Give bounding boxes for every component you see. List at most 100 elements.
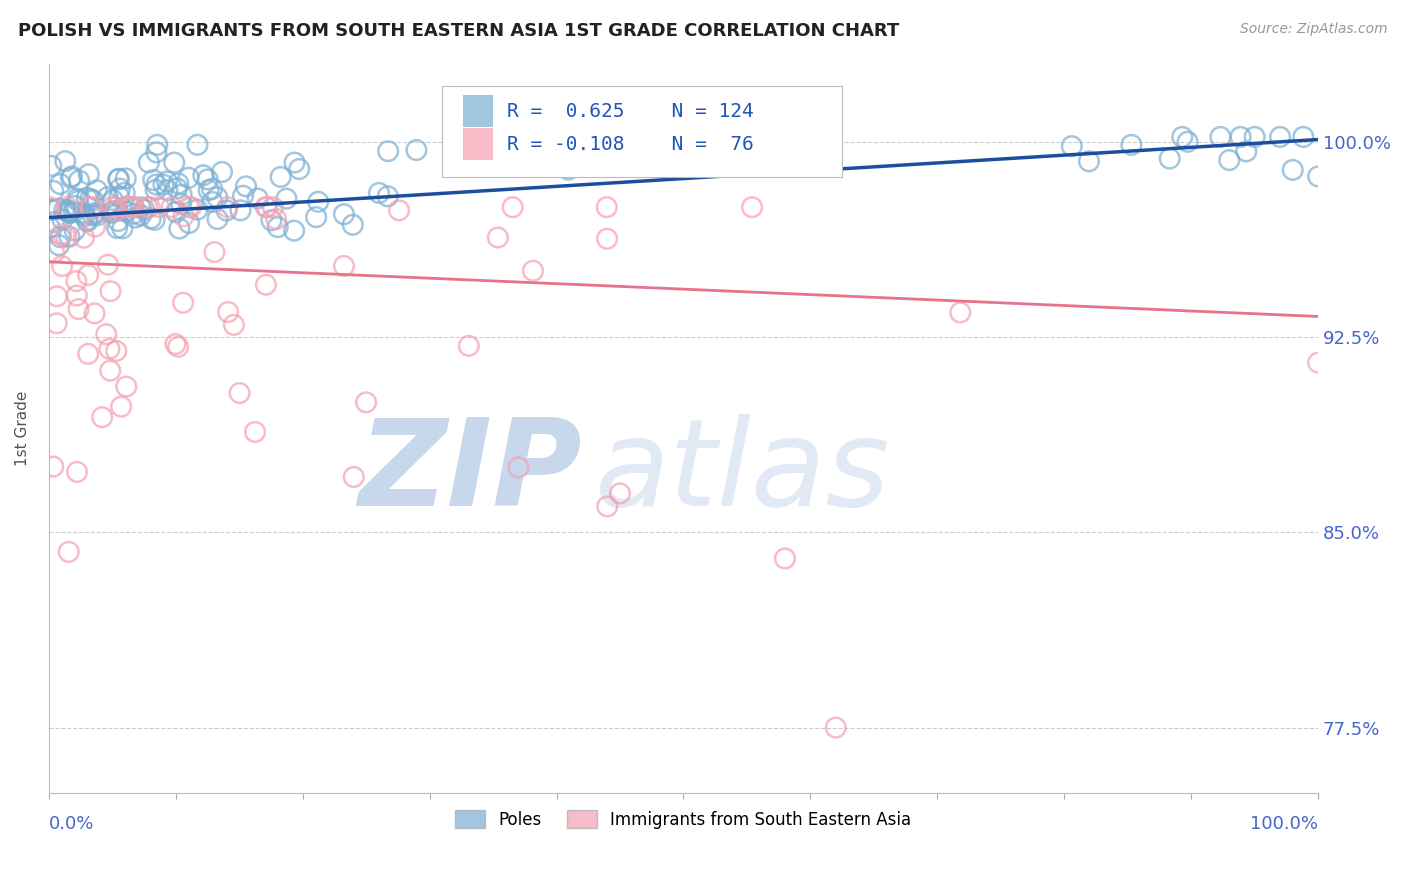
Point: [101, 204, 124, 219]
Point: [167, 177, 190, 191]
Point: [170, 187, 193, 202]
Text: POLISH VS IMMIGRANTS FROM SOUTH EASTERN ASIA 1ST GRADE CORRELATION CHART: POLISH VS IMMIGRANTS FROM SOUTH EASTERN …: [18, 22, 900, 40]
Point: [1177, 135, 1199, 149]
Point: [228, 386, 250, 401]
Point: [165, 337, 187, 351]
Point: [73, 209, 96, 223]
Point: [1243, 129, 1265, 144]
Point: [232, 188, 254, 202]
Point: [51, 259, 73, 273]
Point: [156, 174, 179, 188]
Point: [76, 214, 98, 228]
Point: [56, 204, 79, 219]
Point: [262, 200, 284, 214]
Point: [377, 189, 399, 203]
Point: [156, 183, 179, 197]
Point: [508, 460, 530, 475]
Point: [197, 183, 219, 197]
Point: [773, 551, 796, 566]
Point: [63, 205, 86, 219]
Point: [1171, 129, 1194, 144]
Point: [1308, 356, 1330, 370]
Point: [120, 200, 142, 214]
Point: [283, 224, 305, 238]
Point: [229, 203, 252, 218]
Point: [522, 264, 544, 278]
Point: [138, 155, 160, 169]
Point: [41, 202, 63, 217]
Point: [124, 211, 146, 225]
Point: [207, 212, 229, 227]
Point: [122, 200, 145, 214]
Point: [86, 183, 108, 197]
Point: [101, 200, 124, 214]
Point: [56, 200, 79, 214]
Point: [305, 210, 328, 224]
Text: R =  0.625    N = 124: R = 0.625 N = 124: [508, 102, 754, 121]
Point: [108, 171, 131, 186]
Point: [343, 470, 366, 484]
Point: [111, 221, 134, 235]
Point: [1229, 129, 1251, 144]
Point: [87, 208, 110, 222]
Point: [79, 200, 101, 214]
Point: [97, 258, 120, 272]
Point: [169, 221, 191, 235]
Point: [107, 214, 129, 228]
Point: [49, 177, 72, 191]
Point: [1234, 145, 1257, 159]
Point: [110, 400, 132, 414]
Point: [108, 181, 131, 195]
Point: [63, 223, 86, 237]
Point: [222, 318, 245, 332]
Point: [84, 206, 107, 220]
Point: [307, 194, 329, 209]
Point: [129, 200, 152, 214]
Point: [136, 200, 159, 214]
Point: [1308, 169, 1330, 184]
Point: [83, 306, 105, 320]
Point: [77, 347, 100, 361]
Point: [122, 200, 145, 214]
Point: [557, 162, 579, 177]
Point: [80, 200, 103, 214]
Point: [79, 192, 101, 206]
Point: [42, 184, 65, 198]
Point: [256, 200, 278, 214]
Point: [152, 178, 174, 192]
Point: [104, 200, 127, 214]
Point: [596, 200, 619, 214]
Point: [264, 212, 287, 227]
Legend: Poles, Immigrants from South Eastern Asia: Poles, Immigrants from South Eastern Asi…: [449, 804, 918, 835]
Point: [377, 144, 399, 158]
FancyBboxPatch shape: [463, 128, 494, 161]
Point: [180, 200, 202, 214]
Point: [342, 218, 364, 232]
Y-axis label: 1st Grade: 1st Grade: [15, 391, 30, 466]
Point: [39, 159, 62, 173]
Point: [58, 204, 80, 219]
Point: [166, 181, 188, 195]
Point: [254, 200, 277, 214]
Point: [354, 395, 377, 409]
Point: [145, 183, 167, 197]
FancyBboxPatch shape: [443, 86, 842, 177]
Point: [96, 327, 118, 342]
Point: [100, 206, 122, 220]
Point: [49, 230, 72, 244]
Point: [177, 200, 200, 214]
Point: [59, 170, 82, 185]
Point: [104, 204, 127, 219]
Point: [66, 192, 89, 206]
Point: [138, 200, 160, 214]
Point: [101, 193, 124, 207]
Point: [58, 229, 80, 244]
Point: [98, 342, 121, 356]
Point: [118, 200, 141, 214]
Text: 0.0%: 0.0%: [49, 814, 94, 832]
Point: [201, 182, 224, 196]
Point: [108, 189, 131, 203]
Point: [486, 230, 509, 244]
Point: [84, 219, 107, 234]
Point: [97, 190, 120, 204]
